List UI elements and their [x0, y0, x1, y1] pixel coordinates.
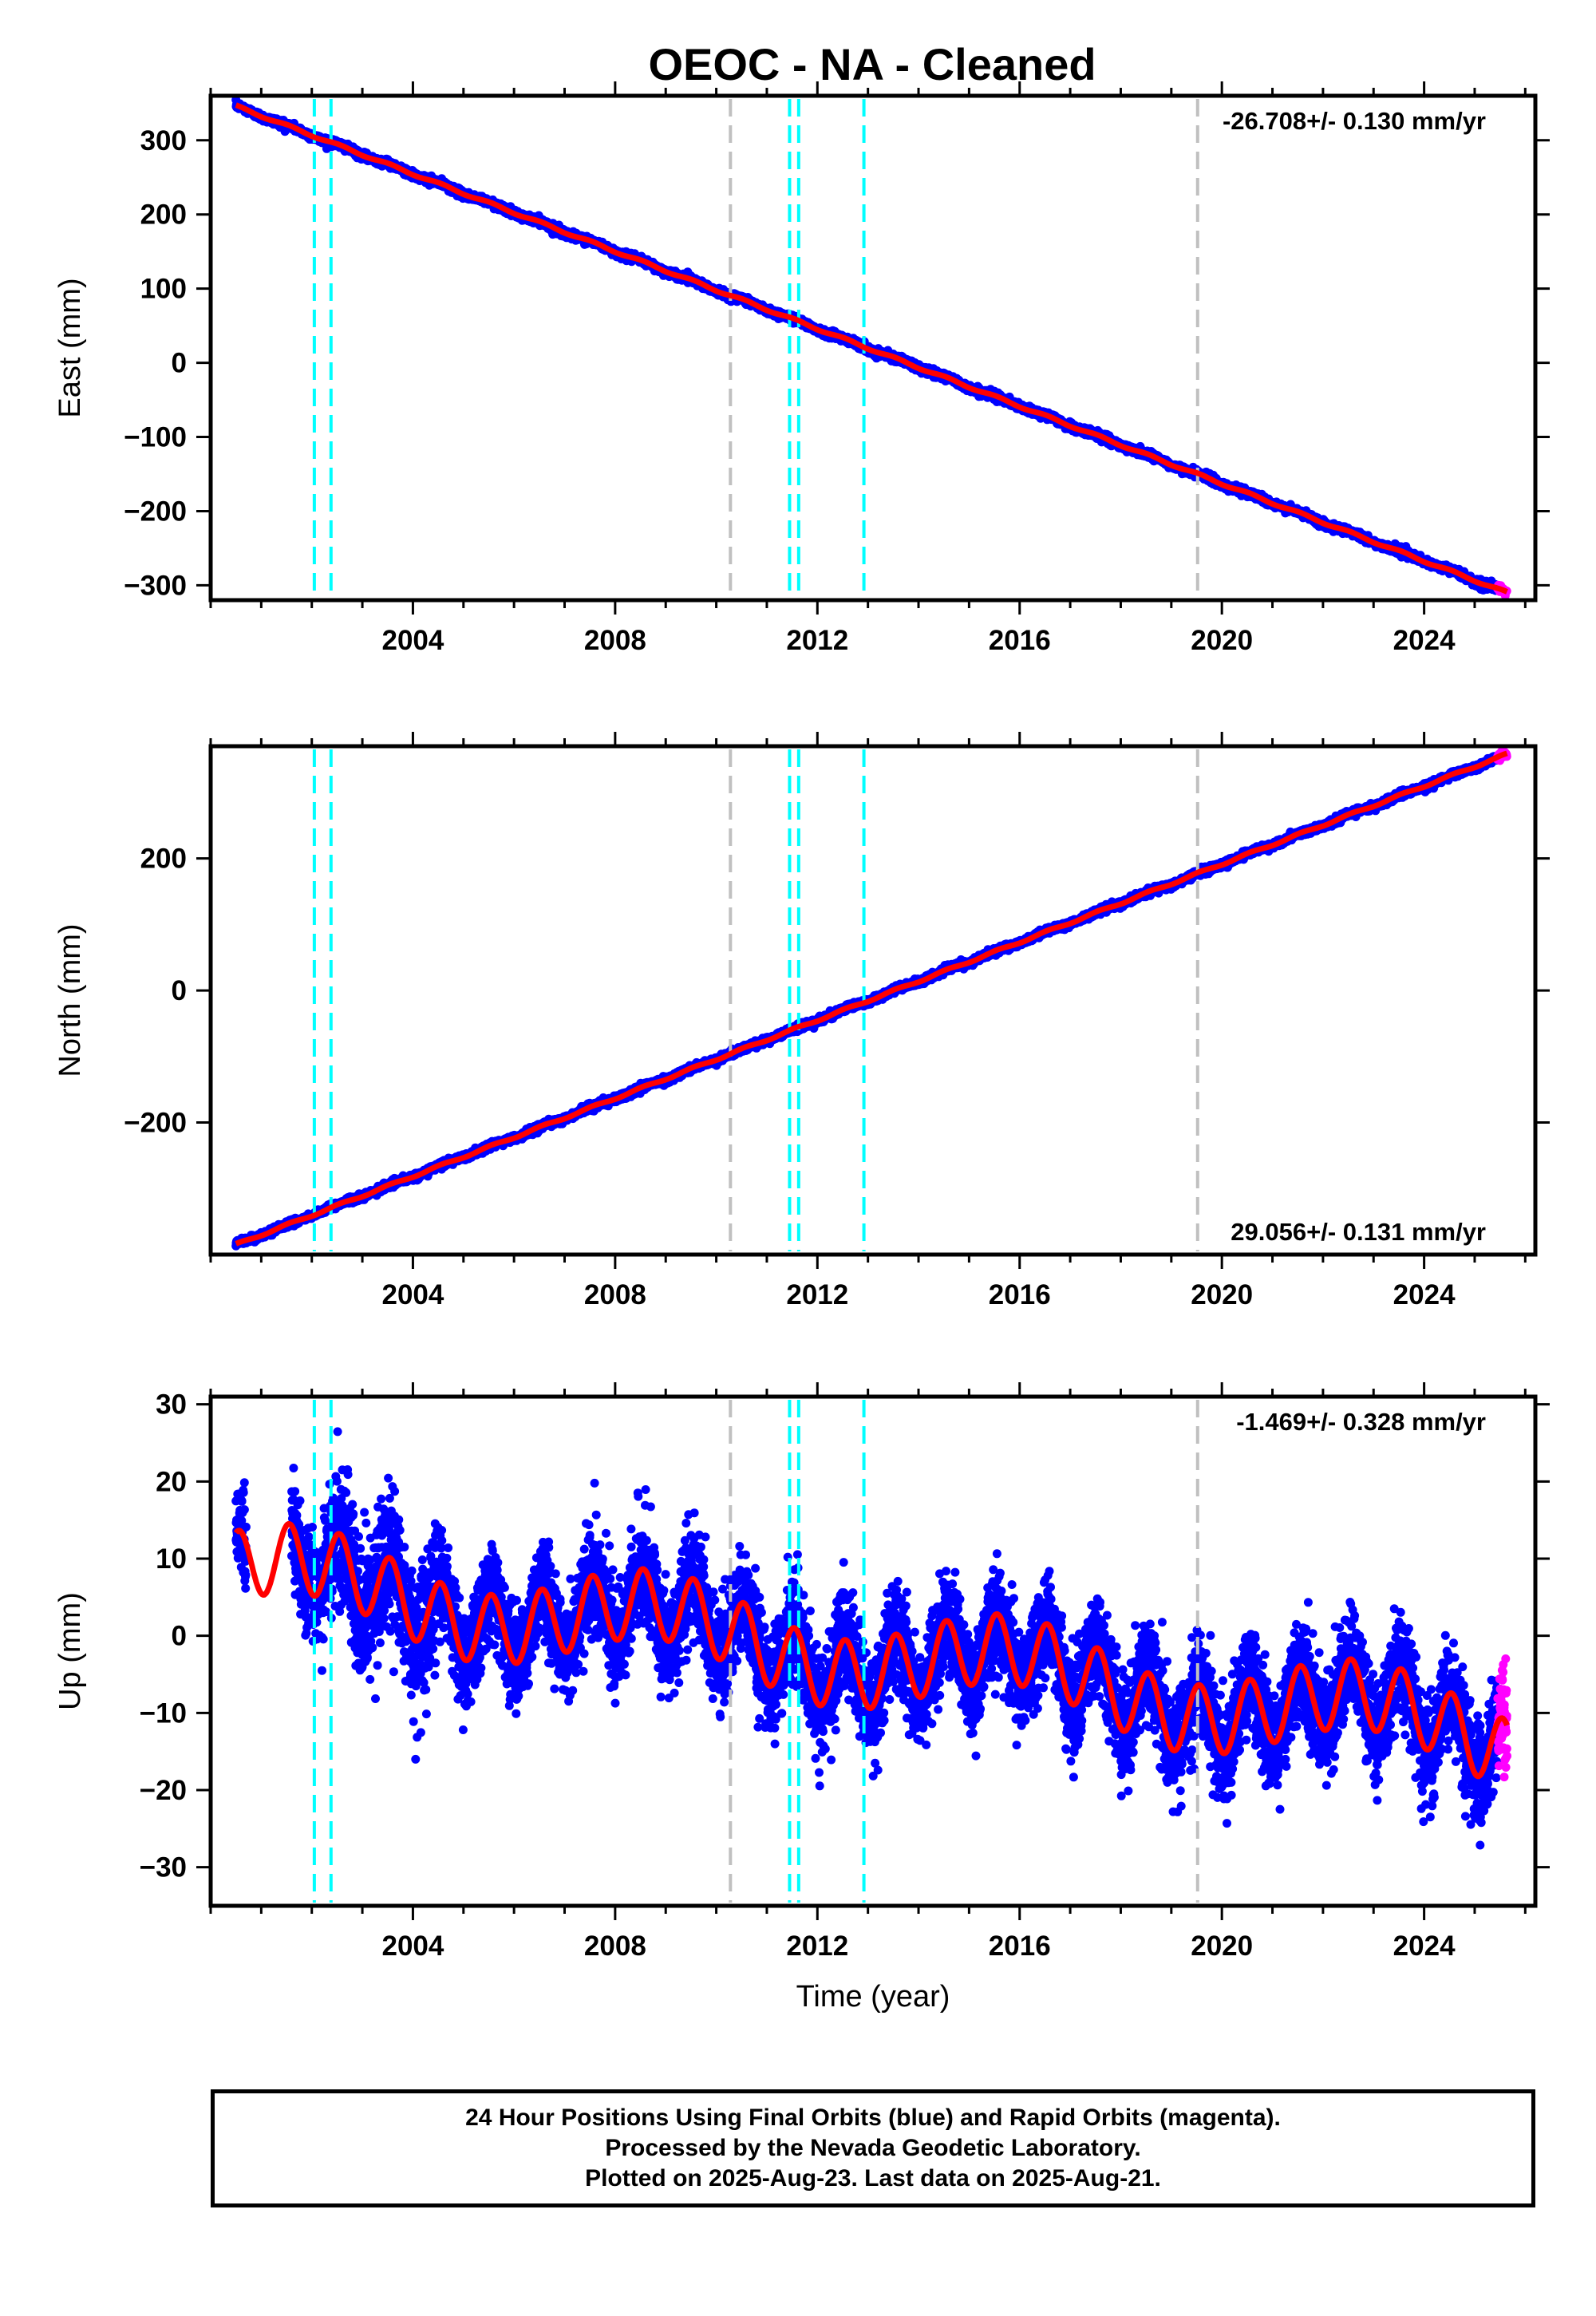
panel-east: 2004 2008 2012 2016 2020 2024−300−200−1000100…	[53, 81, 1550, 656]
chart-title: OEOC - NA - Cleaned	[648, 39, 1096, 89]
panels: 2004 2008 2012 2016 2020 2024−300−200−1000100…	[53, 81, 1550, 2014]
